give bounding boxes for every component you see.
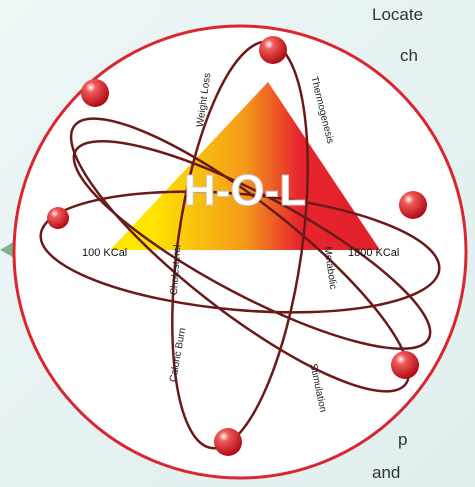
diagram-title: H-O-L [184, 166, 306, 215]
side-text: and [372, 463, 400, 482]
page: H-O-L 100 KCal 1800 KCal Weight Loss The… [0, 0, 475, 487]
side-text: Locate [372, 5, 423, 24]
scale-high: 1800 KCal [348, 247, 399, 259]
side-text: ch [400, 46, 418, 65]
side-text: p [398, 430, 407, 449]
scale-low: 100 KCal [82, 247, 127, 259]
